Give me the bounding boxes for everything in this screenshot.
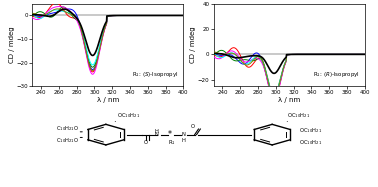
Text: C$_{10}$H$_{21}$O: C$_{10}$H$_{21}$O [56,125,79,134]
Text: O: O [144,140,147,145]
Text: OC$_{10}$H$_{21}$: OC$_{10}$H$_{21}$ [117,111,140,120]
Text: OC$_{10}$H$_{21}$: OC$_{10}$H$_{21}$ [287,111,310,120]
Text: *: * [168,130,172,139]
Text: N: N [155,132,159,137]
X-axis label: λ / nm: λ / nm [97,96,119,103]
Text: R$_1$: ($R$)-Isopropyl: R$_1$: ($R$)-Isopropyl [313,70,360,79]
X-axis label: λ / nm: λ / nm [278,96,300,103]
Text: H: H [181,138,185,143]
Y-axis label: CD / mdeg: CD / mdeg [9,27,15,63]
Text: R$_1$: ($S$)-Isopropyl: R$_1$: ($S$)-Isopropyl [132,70,179,79]
Text: R$_1$: R$_1$ [168,138,176,147]
Text: N: N [181,132,185,137]
Y-axis label: CD / mdeg: CD / mdeg [191,27,197,63]
Text: H: H [155,129,159,134]
Text: O: O [191,124,195,129]
Text: C$_{10}$H$_{21}$O: C$_{10}$H$_{21}$O [56,136,79,145]
Text: OC$_{10}$H$_{21}$: OC$_{10}$H$_{21}$ [299,126,322,135]
Text: OC$_{10}$H$_{21}$: OC$_{10}$H$_{21}$ [299,138,322,147]
